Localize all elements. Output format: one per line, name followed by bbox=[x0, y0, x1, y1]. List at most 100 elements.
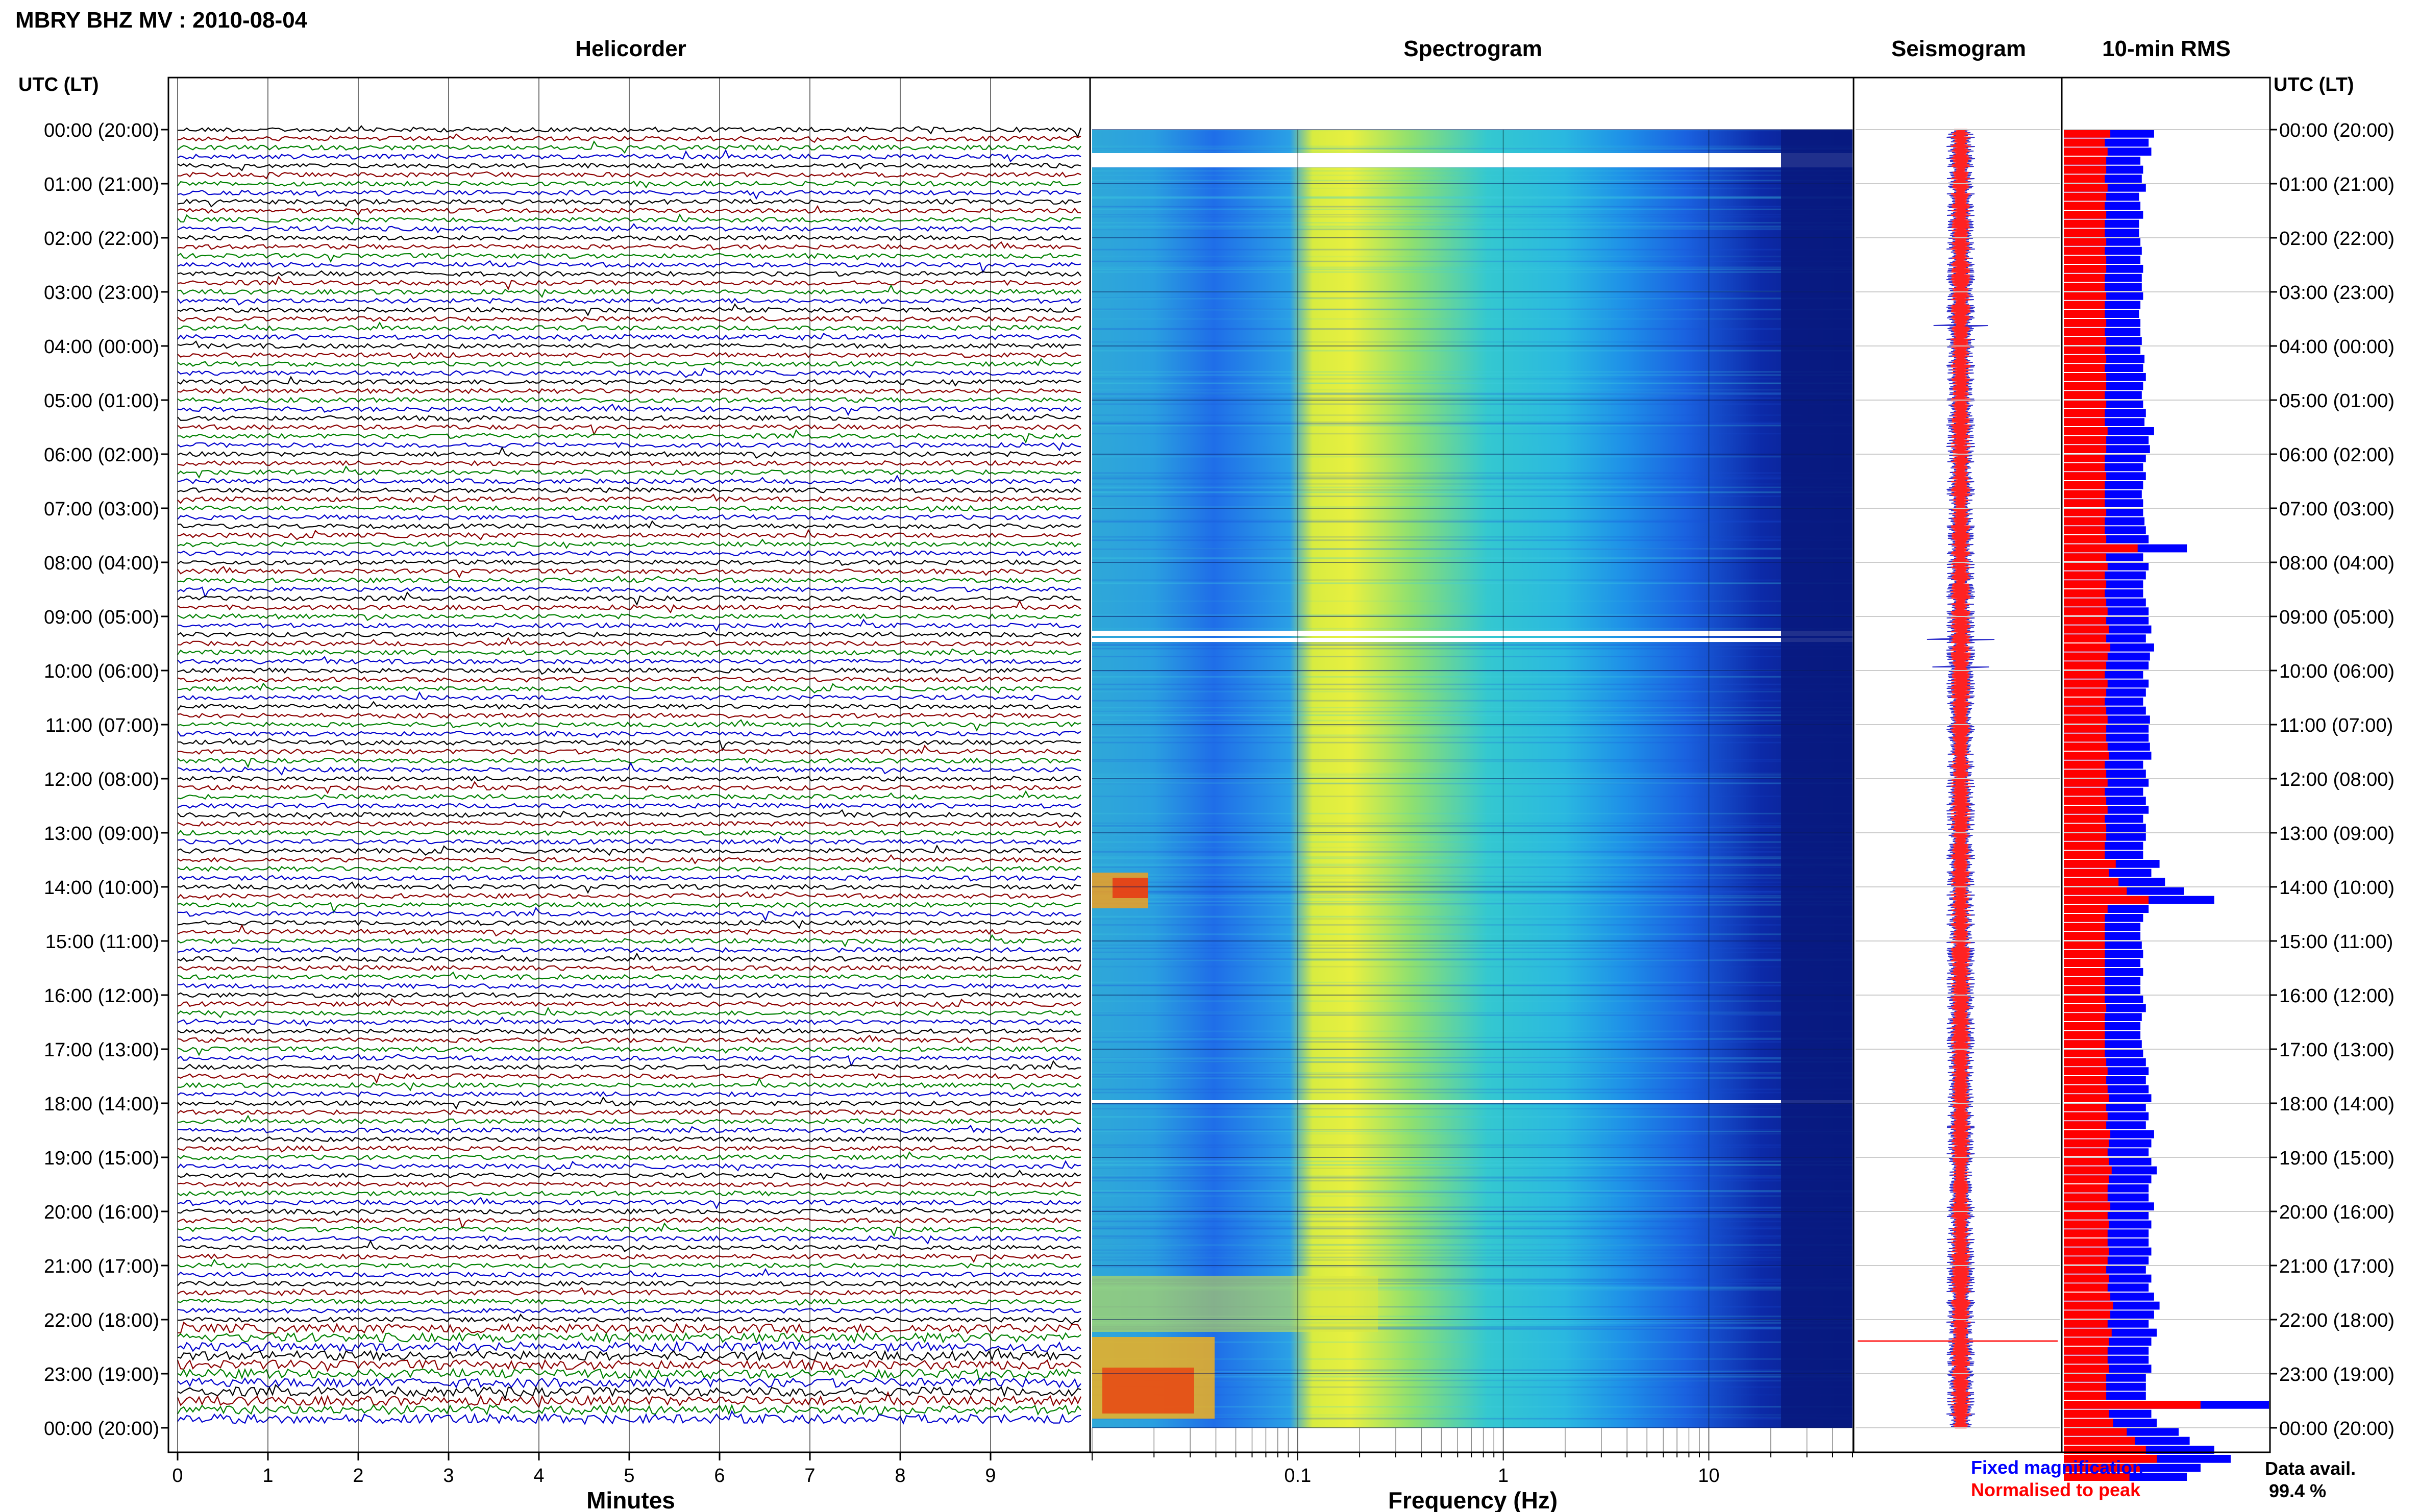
spectrogram-row-band bbox=[1092, 1266, 1853, 1268]
rms-normalised-bar bbox=[2064, 752, 2109, 760]
spectrogram-row-band bbox=[1092, 1177, 1853, 1179]
utc-label-left: UTC (LT) bbox=[18, 74, 99, 95]
spectrogram-row-band bbox=[1092, 700, 1853, 702]
rms-normalised-bar bbox=[2064, 598, 2107, 607]
spectrogram-row-band bbox=[1092, 1144, 1853, 1146]
spectrogram-row-band bbox=[1092, 308, 1853, 310]
spectrogram-row-band bbox=[1092, 901, 1853, 903]
rms-normalised-bar bbox=[2064, 1347, 2108, 1355]
spectrogram-row-band bbox=[1092, 774, 1853, 776]
spectrogram-row-band bbox=[1092, 1249, 1853, 1251]
spectrogram-row-band bbox=[1092, 1192, 1853, 1194]
rms-normalised-bar bbox=[2064, 1247, 2109, 1256]
rms-normalised-bar bbox=[2064, 625, 2109, 634]
spectrogram-row-band bbox=[1092, 147, 1853, 150]
spectrogram-row-band bbox=[1092, 328, 1853, 330]
rms-normalised-bar bbox=[2064, 165, 2107, 174]
spectrogram-row-band bbox=[1092, 984, 1853, 986]
spectrogram-row-band bbox=[1092, 1074, 1853, 1075]
spectrogram-row-band bbox=[1092, 187, 1853, 189]
spectrogram-row-band bbox=[1092, 644, 1853, 646]
spectrogram-row-band bbox=[1092, 341, 1853, 343]
spectrogram-row-band bbox=[1092, 1417, 1853, 1418]
rms-normalised-bar bbox=[2064, 986, 2105, 994]
rms-normalised-bar bbox=[2064, 814, 2105, 823]
spectrogram-row-band bbox=[1092, 392, 1853, 394]
spectrogram-row-band bbox=[1092, 1369, 1853, 1371]
time-label-right: 07:00 (03:00) bbox=[2279, 499, 2395, 520]
rms-normalised-bar bbox=[2064, 760, 2105, 769]
time-label-left: 06:00 (02:00) bbox=[44, 444, 159, 466]
spectrogram-row-band bbox=[1092, 1228, 1853, 1230]
spectrogram-row-band bbox=[1092, 760, 1853, 762]
spectrogram-row-band bbox=[1092, 1061, 1853, 1063]
rms-normalised-bar bbox=[2064, 147, 2108, 156]
rms-normalised-bar bbox=[2064, 391, 2105, 399]
spectrogram-row-band bbox=[1092, 1326, 1853, 1328]
rms-normalised-bar bbox=[2064, 779, 2108, 787]
spectrogram-row-band bbox=[1092, 548, 1853, 550]
rms-normalised-bar bbox=[2064, 878, 2119, 886]
rms-normalised-bar bbox=[2064, 130, 2111, 138]
spectrogram-row-band bbox=[1092, 847, 1853, 849]
spectrogram-row-band bbox=[1092, 1279, 1853, 1281]
spectrogram-row-band bbox=[1092, 890, 1853, 893]
rms-normalised-bar bbox=[2064, 995, 2105, 1003]
rms-normalised-bar bbox=[2064, 770, 2107, 778]
rms-normalised-bar bbox=[2064, 1274, 2109, 1283]
rms-normalised-bar bbox=[2064, 1058, 2107, 1067]
spectrogram-row-band bbox=[1092, 1160, 1853, 1162]
spectrogram-row-band bbox=[1092, 782, 1853, 784]
spectrogram-row-band bbox=[1092, 548, 1853, 550]
spectrogram-row-band bbox=[1092, 885, 1853, 887]
rms-normalised-bar bbox=[2064, 400, 2107, 408]
spectrogram-row-band bbox=[1092, 539, 1853, 541]
rms-normalised-bar bbox=[2064, 490, 2105, 499]
rms-normalised-bar bbox=[2064, 1428, 2127, 1436]
rms-normalised-bar bbox=[2064, 553, 2107, 561]
spectrogram-row-band bbox=[1092, 1244, 1853, 1246]
spectrogram-row-band bbox=[1092, 1259, 1853, 1261]
spectrogram-row-band bbox=[1092, 489, 1853, 491]
spectrogram-row-band bbox=[1092, 1327, 1853, 1329]
rms-normalised-bar bbox=[2064, 1040, 2105, 1048]
rms-normalised-bar bbox=[2064, 896, 2149, 904]
spectrogram-row-band bbox=[1092, 825, 1853, 827]
spectrogram-row-band bbox=[1092, 1176, 1853, 1178]
rms-normalised-bar bbox=[2064, 283, 2105, 291]
rms-normalised-bar bbox=[2064, 1473, 2130, 1481]
rms-normalised-bar bbox=[2064, 589, 2105, 598]
rms-normalised-bar bbox=[2064, 1085, 2108, 1094]
spectrogram-row-band bbox=[1092, 1160, 1853, 1162]
rms-normalised-bar bbox=[2064, 1049, 2105, 1057]
spectrogram-row-band bbox=[1092, 881, 1853, 883]
time-label-left: 18:00 (14:00) bbox=[44, 1094, 159, 1115]
rms-normalised-bar bbox=[2064, 1464, 2141, 1472]
rms-normalised-bar bbox=[2064, 1266, 2107, 1274]
time-label-right: 14:00 (10:00) bbox=[2279, 877, 2395, 899]
rms-normalised-bar bbox=[2064, 337, 2107, 345]
spectrogram-row-band bbox=[1092, 857, 1853, 859]
spectrogram-row-band bbox=[1092, 271, 1853, 273]
spectrogram-row-band bbox=[1092, 1012, 1853, 1014]
rms-normalised-bar bbox=[2064, 472, 2107, 480]
rms-normalised-bar bbox=[2064, 1328, 2112, 1337]
rms-normalised-bar bbox=[2064, 1211, 2108, 1220]
rms-normalised-bar bbox=[2064, 1148, 2108, 1156]
spectrogram-row-band bbox=[1092, 1061, 1853, 1063]
rms-normalised-bar bbox=[2064, 851, 2105, 859]
spectrogram-row-band bbox=[1092, 895, 1853, 897]
spectrogram-row-band bbox=[1092, 1327, 1853, 1329]
rms-normalised-bar bbox=[2064, 355, 2107, 363]
spectrogram-row-band bbox=[1092, 711, 1853, 713]
spectrogram-row-band bbox=[1092, 1072, 1853, 1074]
spectrogram-row-band bbox=[1092, 959, 1853, 961]
rms-normalised-bar bbox=[2064, 1139, 2109, 1148]
rms-normalised-bar bbox=[2064, 860, 2116, 868]
spectrogram-row-band bbox=[1092, 1041, 1853, 1043]
spectrogram-row-band bbox=[1092, 195, 1853, 197]
spectrogram-row-band bbox=[1092, 959, 1853, 961]
grid-lines bbox=[161, 78, 2277, 1452]
spectrogram-row-band bbox=[1092, 1108, 1853, 1110]
spectrogram-row-band bbox=[1092, 1076, 1853, 1078]
